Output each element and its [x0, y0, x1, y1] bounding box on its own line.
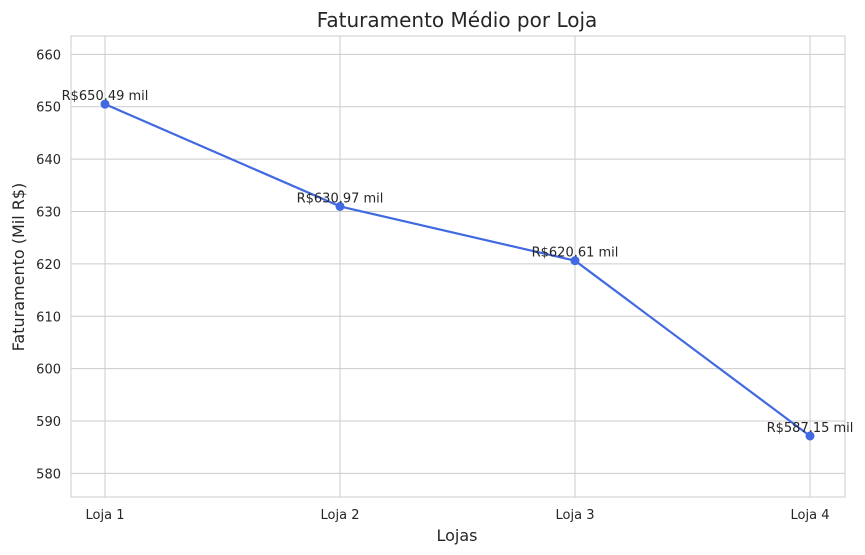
- y-tick-label: 620: [36, 258, 61, 273]
- data-point: [335, 201, 345, 211]
- data-labels: R$650.49 mil R$630.97 mil R$620.61 mil R$58…: [62, 89, 854, 436]
- y-axis-label: Faturamento (Mil R$): [9, 183, 28, 352]
- x-tick-label: Loja 1: [86, 508, 125, 523]
- data-label: R$620.61 mil: [532, 246, 619, 261]
- data-label: R$630.97 mil: [297, 191, 384, 206]
- plot-frame: [70, 35, 846, 498]
- y-tick-label: 580: [36, 467, 61, 482]
- y-tick-label: 610: [36, 310, 61, 325]
- series: [100, 99, 815, 441]
- series-line: [103, 103, 812, 438]
- data-point: [805, 431, 815, 441]
- gridlines: [70, 35, 846, 498]
- y-tick-label: 660: [36, 48, 61, 63]
- y-tick-label: 630: [36, 205, 61, 220]
- data-point: [100, 99, 110, 109]
- x-tick-label: Loja 3: [556, 508, 595, 523]
- x-tick-label: Loja 4: [791, 508, 830, 523]
- x-tick-label: Loja 2: [321, 508, 360, 523]
- y-tick-label: 650: [36, 101, 61, 116]
- data-point: [570, 256, 580, 266]
- y-tick-label: 640: [36, 153, 61, 168]
- axes: 580 590 600 610 620 630 640 650 660 Loja 1 Loja 2 L…: [36, 48, 829, 523]
- chart-title: Faturamento Médio por Loja: [317, 8, 598, 32]
- x-axis-label: Lojas: [436, 526, 477, 545]
- y-tick-label: 600: [36, 363, 61, 378]
- data-label: R$587.15 mil: [767, 421, 854, 436]
- data-label: R$650.49 mil: [62, 89, 149, 104]
- y-tick-label: 590: [36, 415, 61, 430]
